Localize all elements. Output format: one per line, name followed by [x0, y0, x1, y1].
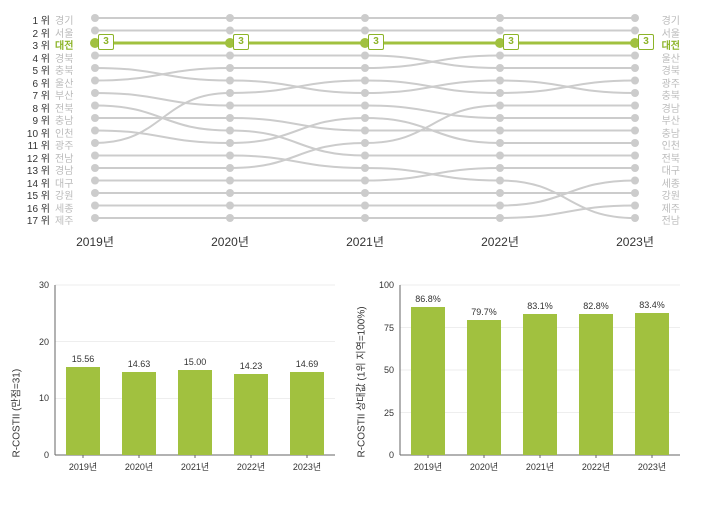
bar	[411, 307, 445, 455]
bar-value-label: 14.23	[229, 361, 273, 371]
bar-x-label: 2020년	[459, 460, 509, 473]
rank-badge: 3	[503, 34, 519, 50]
bar-value-label: 79.7%	[462, 307, 506, 317]
y-tick: 0	[355, 450, 394, 460]
bar	[635, 313, 669, 455]
year-axis-label: 2020년	[205, 233, 255, 250]
bar-x-label: 2023년	[282, 460, 332, 473]
bar	[234, 374, 268, 455]
bar-x-label: 2022년	[226, 460, 276, 473]
year-axis-label: 2021년	[340, 233, 390, 250]
bar-value-label: 15.56	[61, 354, 105, 364]
bar	[290, 372, 324, 455]
region-label-left: 제주	[55, 212, 90, 227]
bar-x-label: 2021년	[170, 460, 220, 473]
bar-x-label: 2022년	[571, 460, 621, 473]
dashboard: 1 위경기경기2 위서울서울3 위대전대전4 위경북울산5 위충북경북6 위울산…	[10, 10, 695, 480]
y-tick: 25	[355, 408, 394, 418]
bar-x-label: 2023년	[627, 460, 677, 473]
y-tick: 10	[10, 393, 49, 403]
year-axis-label: 2023년	[610, 233, 660, 250]
bar-value-label: 83.1%	[518, 301, 562, 311]
right-bar-chart: R-COSTII 상대값 (1위 지역=100%)025507510086.8%…	[355, 270, 685, 480]
rank-badge: 3	[368, 34, 384, 50]
bar-value-label: 82.8%	[574, 301, 618, 311]
y-tick: 75	[355, 323, 394, 333]
year-axis-label: 2019년	[70, 233, 120, 250]
bar	[523, 314, 557, 455]
bar-x-label: 2021년	[515, 460, 565, 473]
region-label-right: 전남	[645, 212, 680, 227]
bar-x-label: 2019년	[403, 460, 453, 473]
year-axis-label: 2022년	[475, 233, 525, 250]
y-tick: 100	[355, 280, 394, 290]
bar	[579, 314, 613, 455]
rank-badge: 3	[98, 34, 114, 50]
bottom-charts: R-COSTII (만점=31)010203015.562019년14.6320…	[10, 270, 695, 480]
bar-value-label: 83.4%	[630, 300, 674, 310]
y-tick: 50	[355, 365, 394, 375]
y-tick: 30	[10, 280, 49, 290]
bump-chart: 1 위경기경기2 위서울서울3 위대전대전4 위경북울산5 위충북경북6 위울산…	[20, 10, 680, 260]
bar-value-label: 15.00	[173, 357, 217, 367]
bar-value-label: 14.69	[285, 359, 329, 369]
rank-badge: 3	[233, 34, 249, 50]
bar-value-label: 86.8%	[406, 294, 450, 304]
bar	[122, 372, 156, 455]
bar-value-label: 14.63	[117, 359, 161, 369]
y-tick: 20	[10, 337, 49, 347]
bar	[178, 370, 212, 455]
bar-x-label: 2019년	[58, 460, 108, 473]
left-bar-chart: R-COSTII (만점=31)010203015.562019년14.6320…	[10, 270, 340, 480]
rank-badge: 3	[638, 34, 654, 50]
y-tick: 0	[10, 450, 49, 460]
bar	[467, 320, 501, 455]
bar	[66, 367, 100, 455]
bar-x-label: 2020년	[114, 460, 164, 473]
rank-label: 17 위	[20, 212, 50, 227]
